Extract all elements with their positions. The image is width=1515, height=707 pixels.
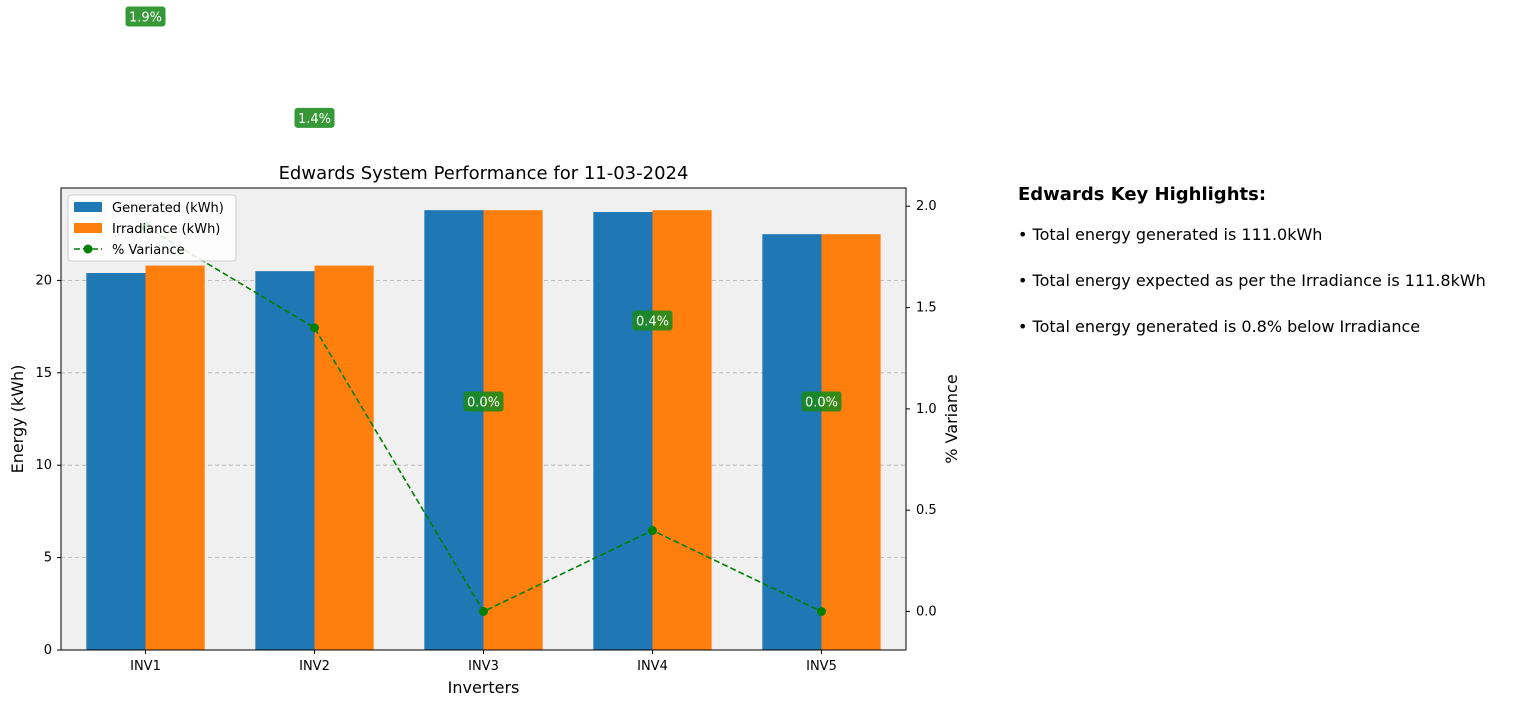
variance-label: 1.4% <box>298 112 331 127</box>
legend-label: Generated (kWh) <box>112 201 224 216</box>
variance-label: 1.9% <box>129 11 162 26</box>
variance-label-box <box>801 391 842 412</box>
y2-tick-label: 1.5 <box>916 301 937 316</box>
generated-bar <box>86 273 146 650</box>
irradiance-bar <box>483 210 543 650</box>
legend-box <box>67 194 237 262</box>
legend-label: Irradiance (kWh) <box>112 222 220 237</box>
highlight-variance-summary: • Total energy generated is 0.8% below I… <box>1018 317 1421 336</box>
variance-label: 0.4% <box>636 314 669 329</box>
x-tick-label: INV5 <box>806 659 837 674</box>
y2-axis-label: % Variance <box>942 374 961 463</box>
generated-bar <box>762 234 822 650</box>
variance-point <box>310 323 319 333</box>
legend-swatch <box>74 202 102 212</box>
legend-label: % Variance <box>112 243 185 258</box>
y-axis-label: Energy (kWh) <box>8 365 27 474</box>
variance-point <box>817 607 826 616</box>
generated-bar <box>424 210 484 650</box>
generated-bar <box>593 212 653 651</box>
highlights-title: Edwards Key Highlights: <box>1018 184 1267 205</box>
irradiance-bar <box>145 265 205 650</box>
chart-title: Edwards System Performance for 11-03-202… <box>279 163 689 184</box>
variance-point <box>648 525 657 535</box>
y2-tick-label: 2.0 <box>916 199 937 214</box>
generated-bar <box>255 271 315 650</box>
x-axis-label: Inverters <box>448 678 520 697</box>
variance-label: 0.0% <box>805 396 838 411</box>
irradiance-bar <box>652 210 712 650</box>
y2-tick-label: 0.5 <box>916 503 937 518</box>
y-tick-label: 5 <box>44 551 52 566</box>
irradiance-bar <box>821 234 881 650</box>
key-highlights-panel: Edwards Key Highlights: • Total energy g… <box>1018 184 1513 363</box>
y2-tick-label: 0.0 <box>916 605 937 620</box>
y-tick-label: 10 <box>35 458 52 473</box>
highlight-total-expected: • Total energy expected as per the Irrad… <box>1018 271 1486 290</box>
variance-label-box <box>294 107 335 128</box>
x-tick-label: INV4 <box>637 659 668 674</box>
y-tick-label: 0 <box>44 643 52 658</box>
y2-tick-label: 1.0 <box>916 402 937 417</box>
y-tick-label: 20 <box>35 273 52 288</box>
legend-marker <box>83 244 93 254</box>
variance-label: 0.0% <box>467 396 500 411</box>
variance-label-box <box>463 391 504 412</box>
highlight-total-generated: • Total energy generated is 111.0kWh <box>1018 225 1323 244</box>
y-tick-label: 15 <box>35 366 52 381</box>
variance-label-box <box>125 6 166 27</box>
x-tick-label: INV3 <box>468 659 499 674</box>
irradiance-bar <box>314 265 374 650</box>
x-tick-label: INV1 <box>130 659 161 674</box>
x-tick-label: INV2 <box>299 659 330 674</box>
variance-point <box>479 607 488 616</box>
variance-label-box <box>632 310 673 331</box>
legend-swatch <box>74 223 102 233</box>
